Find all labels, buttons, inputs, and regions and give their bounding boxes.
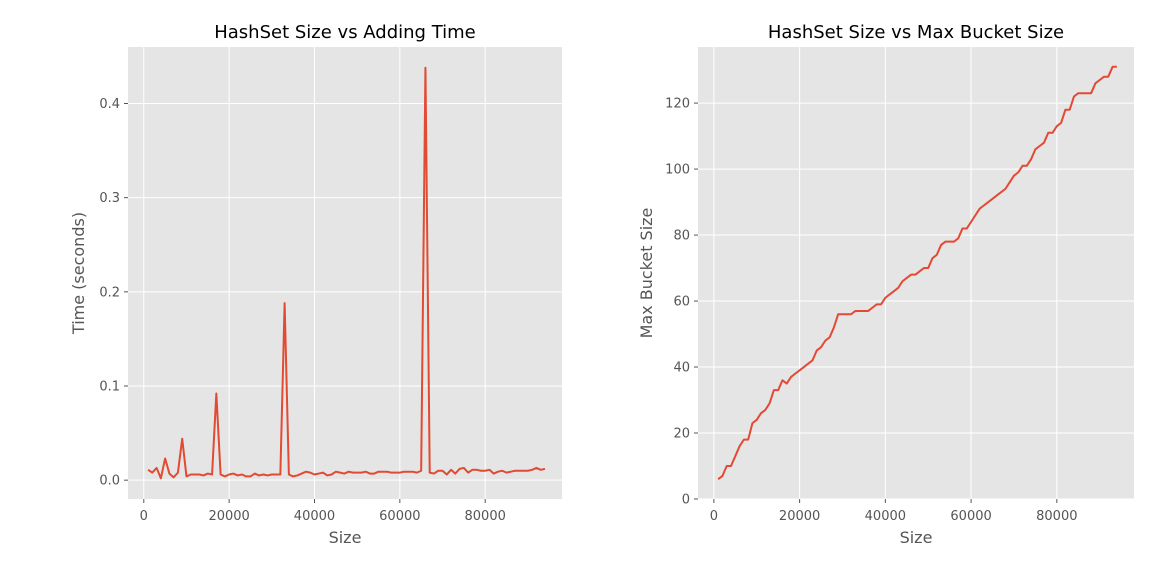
time-series-line [147,66,546,480]
bucket-y-tick-label: 20 [673,427,690,442]
time-chart: 0 20000 40000 60000 80000 0.0 0.1 0.2 0.3 0.4 Ha… [69,22,562,547]
time-x-tick-label: 0 [140,509,148,524]
time-x-tick-label: 80000 [465,509,506,524]
bucket-y-tick-label: 80 [673,229,690,244]
bucket-x-tick-label: 80000 [1036,509,1077,524]
time-y-tick-label: 0.1 [99,380,120,395]
time-y-tick-label: 0.2 [99,285,120,300]
bucket-y-tick-label: 100 [665,163,690,178]
time-chart-grid [128,47,562,499]
bucket-chart-x-axis-label: Size [900,528,933,547]
bucket-y-tick-label: 0 [682,493,690,508]
bucket-y-tick-label: 120 [665,97,690,112]
bucket-series-line [717,65,1117,480]
bucket-chart-y-ticks: 0 20 40 60 80 100 120 [665,97,698,508]
bucket-y-tick-label: 40 [673,361,690,376]
bucket-x-tick-label: 40000 [865,509,906,524]
time-chart-x-axis-label: Size [329,528,362,547]
time-chart-x-ticks: 0 20000 40000 60000 80000 [140,499,506,524]
bucket-x-tick-label: 20000 [779,509,820,524]
bucket-chart-title: HashSet Size vs Max Bucket Size [768,22,1064,43]
bucket-chart-x-ticks: 0 20000 40000 60000 80000 [710,499,1078,524]
bucket-y-tick-label: 60 [673,295,690,310]
bucket-chart: 0 20000 40000 60000 80000 0 20 40 60 80 100 120 Ha… [637,22,1134,547]
time-chart-plot-area [128,47,562,499]
time-chart-y-ticks: 0.0 0.1 0.2 0.3 0.4 [99,97,128,489]
time-y-tick-label: 0.4 [99,97,120,112]
time-x-tick-label: 20000 [208,509,249,524]
bucket-x-tick-label: 60000 [950,509,991,524]
bucket-x-tick-label: 0 [710,509,718,524]
time-y-tick-label: 0.3 [99,191,120,206]
time-y-tick-label: 0.0 [99,474,120,489]
time-chart-title: HashSet Size vs Adding Time [214,22,476,43]
time-x-tick-label: 40000 [294,509,335,524]
time-x-tick-label: 60000 [379,509,420,524]
bucket-chart-grid [698,47,1134,500]
time-chart-y-axis-label: Time (seconds) [69,212,88,335]
bucket-chart-y-axis-label: Max Bucket Size [637,208,656,339]
